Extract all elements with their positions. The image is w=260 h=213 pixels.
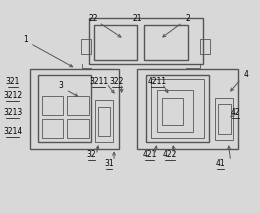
Bar	[94, 24, 137, 60]
Bar	[89, 18, 203, 65]
Text: 3214: 3214	[3, 127, 22, 136]
Bar	[137, 69, 238, 148]
Text: 3211: 3211	[89, 77, 108, 86]
Bar	[157, 90, 193, 132]
Bar	[151, 79, 204, 138]
Bar	[98, 106, 110, 136]
Bar	[42, 119, 63, 138]
Bar	[67, 96, 89, 115]
Text: 2: 2	[185, 14, 190, 23]
Text: 41: 41	[216, 159, 225, 168]
Bar	[145, 24, 188, 60]
Bar	[38, 75, 91, 142]
Text: 32: 32	[86, 150, 96, 159]
Text: 4211: 4211	[148, 77, 167, 86]
Text: 22: 22	[89, 14, 99, 23]
Text: 3213: 3213	[3, 108, 22, 117]
Bar	[216, 98, 233, 140]
Text: 422: 422	[163, 150, 177, 159]
Text: 1: 1	[23, 35, 28, 44]
Text: 4: 4	[244, 71, 248, 79]
Text: 421: 421	[142, 150, 157, 159]
Bar	[146, 75, 209, 142]
Bar	[162, 98, 183, 125]
Bar	[67, 119, 89, 138]
Text: 42: 42	[231, 108, 240, 117]
Bar	[218, 104, 231, 134]
Text: 3212: 3212	[3, 92, 22, 101]
Text: 3: 3	[58, 81, 63, 90]
Bar	[81, 39, 91, 54]
Bar	[200, 39, 210, 54]
Text: 21: 21	[132, 14, 142, 23]
Bar	[42, 96, 63, 115]
Bar	[95, 100, 113, 142]
Text: 322: 322	[109, 77, 124, 86]
Text: 321: 321	[5, 77, 20, 86]
Bar	[30, 69, 119, 148]
Text: 31: 31	[104, 159, 114, 168]
